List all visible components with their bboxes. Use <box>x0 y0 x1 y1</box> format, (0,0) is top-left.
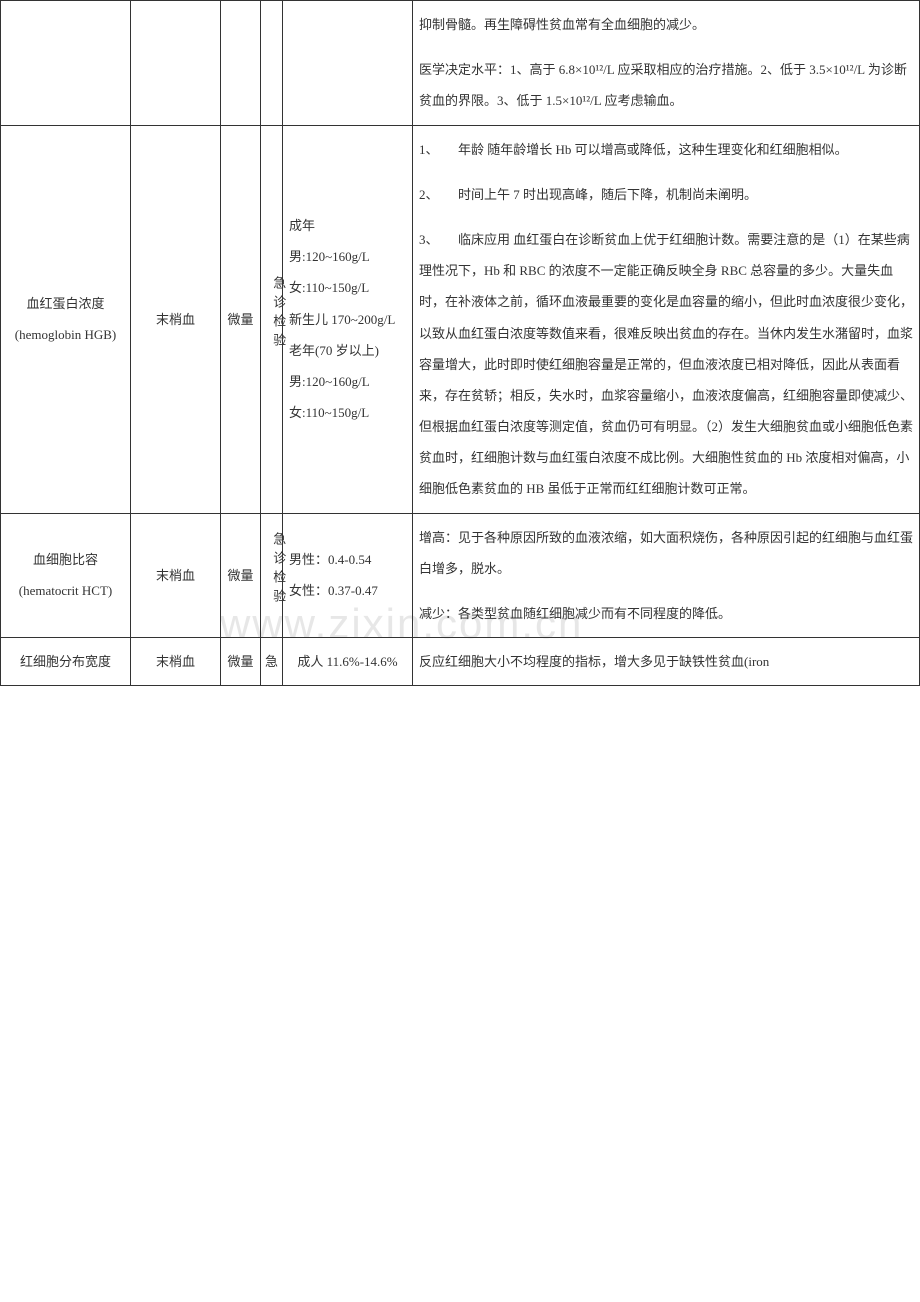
ref-line: 女:110~150g/L <box>289 397 406 428</box>
item-name-cn: 血红蛋白浓度 <box>7 288 124 319</box>
clinical-paragraph: 1、 年龄 随年龄增长 Hb 可以增高或降低，这种生理变化和红细胞相似。 <box>419 134 913 165</box>
cell-sample: 末梢血 <box>131 638 221 686</box>
ref-line: 女性：0.37-0.47 <box>289 575 406 606</box>
ref-line: 女:110~150g/L <box>289 272 406 303</box>
cell-name: 红细胞分布宽度 <box>1 638 131 686</box>
cell-clinical: 抑制骨髓。再生障碍性贫血常有全血细胞的减少。 医学决定水平：1、高于 6.8×1… <box>413 1 920 126</box>
table-row: 血细胞比容 (hematocrit HCT) 末梢血 微量 急诊检验 男性：0.… <box>1 513 920 638</box>
clinical-paragraph: 医学决定水平：1、高于 6.8×10¹²/L 应采取相应的治疗措施。2、低于 3… <box>419 54 913 116</box>
cell-volume: 微量 <box>221 638 261 686</box>
cell-reference <box>283 1 413 126</box>
ref-line: 男性：0.4-0.54 <box>289 544 406 575</box>
ref-line: 新生儿 170~200g/L <box>289 304 406 335</box>
table-row: 抑制骨髓。再生障碍性贫血常有全血细胞的减少。 医学决定水平：1、高于 6.8×1… <box>1 1 920 126</box>
cell-dept: 急 <box>261 638 283 686</box>
cell-reference: 男性：0.4-0.54 女性：0.37-0.47 <box>283 513 413 638</box>
table-row: 红细胞分布宽度 末梢血 微量 急 成人 11.6%-14.6% 反应红细胞大小不… <box>1 638 920 686</box>
cell-sample: 末梢血 <box>131 513 221 638</box>
item-name-cn: 血细胞比容 <box>7 544 124 575</box>
item-name-en: (hemoglobin HGB) <box>7 319 124 350</box>
cell-name: 血细胞比容 (hematocrit HCT) <box>1 513 131 638</box>
clinical-paragraph: 增高：见于各种原因所致的血液浓缩，如大面积烧伤，各种原因引起的红细胞与血红蛋白增… <box>419 522 913 584</box>
cell-volume <box>221 1 261 126</box>
clinical-paragraph: 2、 时间上午 7 时出现高峰，随后下降，机制尚未阐明。 <box>419 179 913 210</box>
item-name-en: (hematocrit HCT) <box>7 575 124 606</box>
cell-reference: 成人 11.6%-14.6% <box>283 638 413 686</box>
cell-volume: 微量 <box>221 125 261 513</box>
cell-sample: 末梢血 <box>131 125 221 513</box>
ref-line: 成年 <box>289 210 406 241</box>
cell-sample <box>131 1 221 126</box>
ref-line: 男:120~160g/L <box>289 366 406 397</box>
cell-name: 血红蛋白浓度 (hemoglobin HGB) <box>1 125 131 513</box>
cell-dept: 急诊检验 <box>261 125 283 513</box>
clinical-paragraph: 3、 临床应用 血红蛋白在诊断贫血上优于红细胞计数。需要注意的是（1）在某些病理… <box>419 224 913 505</box>
cell-volume: 微量 <box>221 513 261 638</box>
cell-name <box>1 1 131 126</box>
ref-line: 男:120~160g/L <box>289 241 406 272</box>
cell-clinical: 反应红细胞大小不均程度的指标，增大多见于缺铁性贫血(iron <box>413 638 920 686</box>
table-row: 血红蛋白浓度 (hemoglobin HGB) 末梢血 微量 急诊检验 成年 男… <box>1 125 920 513</box>
cell-dept <box>261 1 283 126</box>
clinical-paragraph: 减少：各类型贫血随红细胞减少而有不同程度的降低。 <box>419 598 913 629</box>
cell-clinical: 增高：见于各种原因所致的血液浓缩，如大面积烧伤，各种原因引起的红细胞与血红蛋白增… <box>413 513 920 638</box>
cell-dept: 急诊检验 <box>261 513 283 638</box>
medical-reference-table: 抑制骨髓。再生障碍性贫血常有全血细胞的减少。 医学决定水平：1、高于 6.8×1… <box>0 0 920 686</box>
ref-line: 老年(70 岁以上) <box>289 335 406 366</box>
cell-clinical: 1、 年龄 随年龄增长 Hb 可以增高或降低，这种生理变化和红细胞相似。 2、 … <box>413 125 920 513</box>
cell-reference: 成年 男:120~160g/L 女:110~150g/L 新生儿 170~200… <box>283 125 413 513</box>
clinical-paragraph: 抑制骨髓。再生障碍性贫血常有全血细胞的减少。 <box>419 9 913 40</box>
